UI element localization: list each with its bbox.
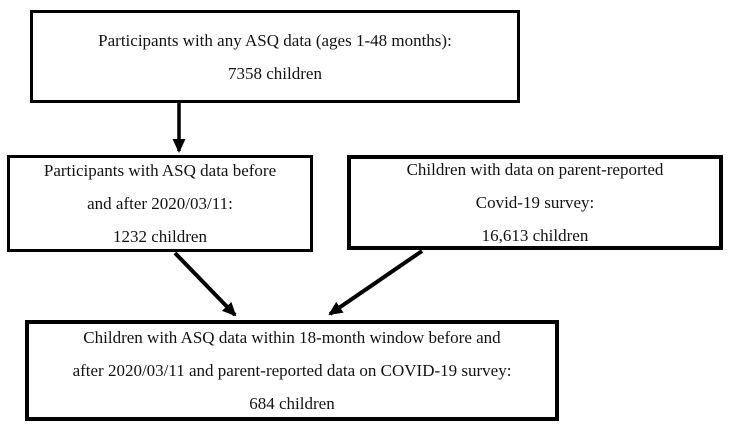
box-count-line: 7358 children	[228, 63, 322, 83]
arrow-right-to-bottom-icon	[328, 249, 424, 316]
box-text-line: Participants with ASQ data before	[43, 161, 277, 180]
box-participants-any-asq: Participants with any ASQ data (ages 1-4…	[30, 10, 520, 103]
box-final-sample: Children with ASQ data within 18-month w…	[25, 320, 559, 421]
box-asq-before-after: Participants with ASQ data before and af…	[7, 155, 313, 252]
box-text-line: after 2020/03/11 and parent-reported dat…	[72, 361, 512, 380]
box-text-line: Children with ASQ data within 18-month w…	[83, 328, 501, 347]
box-count-line: 684 children	[249, 394, 335, 413]
box-covid-survey: Children with data on parent-reported Co…	[347, 155, 723, 250]
arrow-left-to-bottom-icon	[173, 251, 237, 317]
box-text-line: Participants with any ASQ data (ages 1-4…	[98, 30, 452, 50]
box-text-line: Covid-19 survey:	[475, 193, 595, 212]
box-count-line: 16,613 children	[481, 226, 589, 245]
box-text-line: and after 2020/03/11:	[87, 194, 233, 213]
box-text-line: Children with data on parent-reported	[406, 160, 664, 179]
box-count-line: 1232 children	[113, 227, 207, 246]
